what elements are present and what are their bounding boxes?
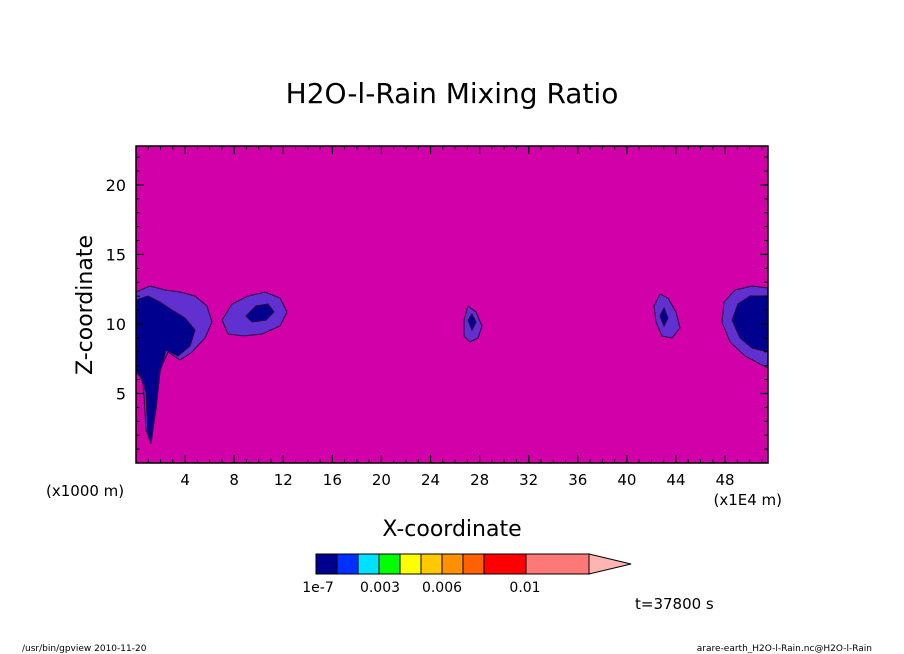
x-unit-right: (x1E4 m)	[713, 491, 782, 509]
x-tick-label: 48	[716, 471, 735, 489]
colorbar-box	[441, 553, 464, 575]
x-tick-label: 40	[617, 471, 636, 489]
x-tick-label: 16	[323, 471, 342, 489]
colorbar-box	[336, 553, 359, 575]
colorbar-box	[399, 553, 422, 575]
colorbar-extension	[588, 553, 632, 575]
chart-title: H2O-l-Rain Mixing Ratio	[286, 77, 619, 110]
colorbar-box	[357, 553, 380, 575]
plot-background	[136, 146, 768, 463]
colorbar-box	[462, 553, 485, 575]
footer-left: /usr/bin/gpview 2010-11-20	[22, 644, 147, 654]
colorbar-box	[525, 553, 590, 575]
y-tick-label: 20	[106, 176, 126, 195]
plot-frame	[135, 145, 769, 464]
x-axis-label: X-coordinate	[382, 517, 521, 542]
contour-region-x9-inner	[245, 303, 275, 323]
x-tick-label: 32	[519, 471, 538, 489]
x-tick-label: 12	[274, 471, 293, 489]
x-axis: 4 8 12 16 20 24 28 32 36 40 44 48	[147, 146, 763, 489]
x-tick-label: 4	[180, 471, 190, 489]
x-tick-label: 44	[666, 471, 685, 489]
contour-region-x43-inner	[659, 306, 669, 328]
y-axis: 5 10 15 20	[106, 156, 768, 450]
colorbar-box	[483, 553, 527, 575]
x-tick-label: 8	[229, 471, 239, 489]
x-tick-label: 28	[470, 471, 489, 489]
footer-right: arare-earth_H2O-l-Rain.nc@H2O-l-Rain	[697, 644, 872, 654]
colorbar-labels: 1e-7 0.003 0.006 0.01	[302, 580, 540, 596]
contour-region-x27-inner	[467, 313, 477, 332]
y-tick-label: 5	[116, 384, 126, 403]
colorbar-level-label: 0.006	[422, 580, 462, 596]
colorbar-level-label: 0.01	[509, 580, 540, 596]
x-tick-label: 20	[372, 471, 391, 489]
colorbar	[315, 553, 632, 575]
colorbar-level-label: 1e-7	[302, 580, 333, 596]
y-tick-label: 15	[106, 245, 126, 264]
x-tick-label: 36	[568, 471, 587, 489]
contour-region-left-inner	[135, 295, 196, 445]
colorbar-level-label: 0.003	[360, 580, 400, 596]
colorbar-box	[420, 553, 443, 575]
y-tick-label: 10	[106, 315, 126, 334]
x-unit-left: (x1000 m)	[46, 482, 124, 500]
x-tick-label: 24	[421, 471, 440, 489]
y-axis-label: Z-coordinate	[73, 235, 98, 375]
colorbar-box	[315, 553, 338, 575]
colorbar-box	[378, 553, 401, 575]
time-label: t=37800 s	[635, 595, 714, 613]
